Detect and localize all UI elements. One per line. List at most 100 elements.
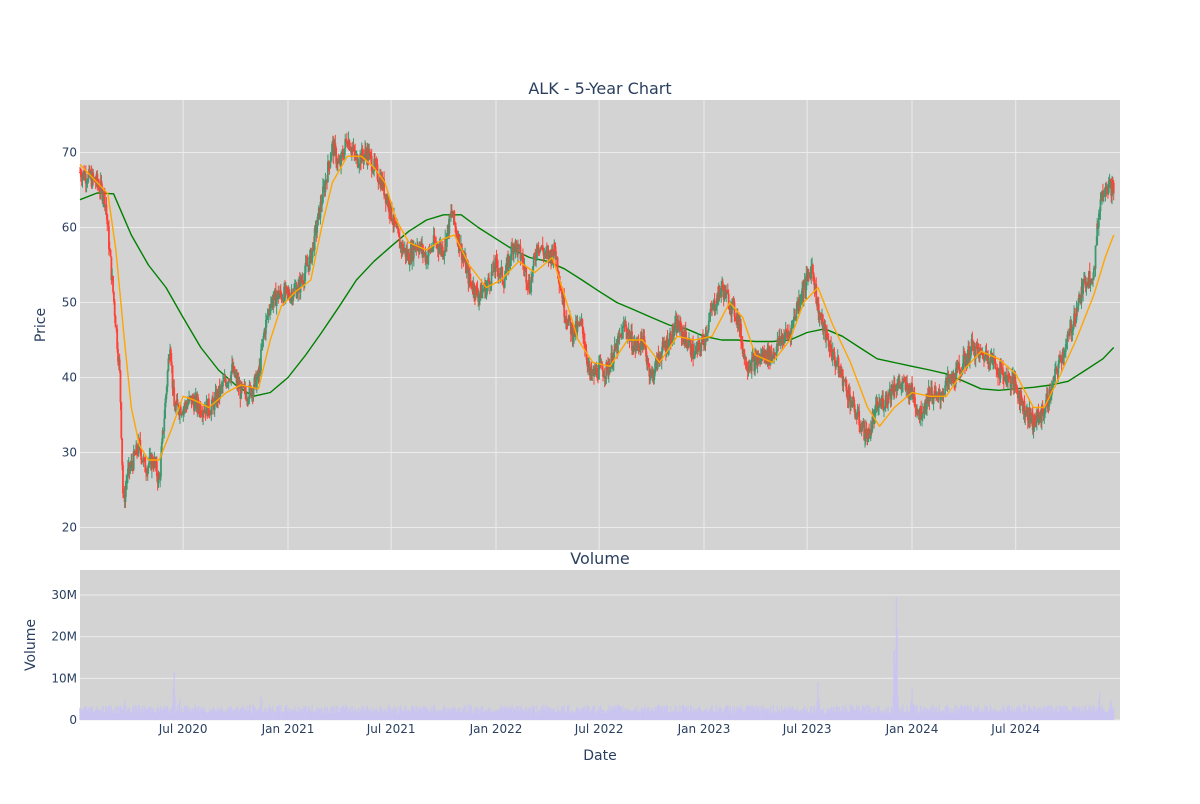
volume-bar [1027, 710, 1029, 720]
volume-bar [670, 706, 672, 720]
volume-bar [587, 706, 589, 720]
candle-body [902, 379, 904, 384]
volume-bar [859, 709, 861, 720]
candle-body [112, 276, 114, 292]
candle-body [1103, 192, 1106, 195]
candle-body [617, 335, 619, 354]
volume-bar [999, 710, 1001, 720]
volume-bar [794, 710, 796, 720]
candle-body [391, 219, 394, 224]
volume-bar [703, 711, 705, 720]
volume-bar [132, 706, 134, 720]
volume-bar [906, 705, 908, 720]
volume-bar [959, 710, 961, 720]
volume-bar [339, 707, 341, 720]
candle-body [791, 321, 794, 325]
volume-bar [276, 706, 278, 720]
candle-body [496, 259, 499, 269]
candle-body [848, 389, 851, 395]
volume-bar [908, 712, 910, 720]
candle-body [348, 140, 351, 150]
candle-body [996, 369, 999, 375]
volume-bar [766, 711, 768, 720]
volume-bar [418, 709, 420, 720]
volume-bar [875, 712, 878, 720]
volume-bar [885, 708, 887, 720]
volume-bar [895, 597, 897, 720]
volume-bar [244, 710, 246, 720]
volume-bar [117, 706, 119, 720]
volume-bar [548, 709, 550, 720]
volume-bar [853, 710, 855, 720]
volume-bar [310, 711, 312, 720]
volume-bar [864, 707, 866, 720]
volume-bar [972, 710, 974, 720]
candle-body [865, 428, 868, 439]
candle-body [1010, 384, 1013, 388]
volume-bar [105, 706, 108, 720]
volume-bar [1002, 704, 1004, 720]
volume-bar [637, 711, 639, 720]
volume-bar [705, 707, 707, 720]
candle-body [469, 273, 471, 281]
volume-bar [799, 710, 802, 720]
volume-bar [1047, 705, 1050, 720]
volume-bar [1021, 711, 1023, 720]
volume-bar [325, 713, 327, 720]
candle-body [707, 329, 709, 333]
volume-bar [606, 709, 608, 720]
volume-bar [512, 711, 514, 720]
candle-body [124, 488, 127, 502]
candle-body [745, 356, 747, 369]
candle-body [911, 383, 913, 393]
volume-bar [570, 712, 572, 720]
candle-body [236, 375, 238, 386]
candle-body [685, 338, 688, 347]
volume-bar [363, 709, 365, 720]
volume-bar [657, 706, 660, 720]
candle-body [279, 290, 282, 295]
volume-bar [595, 713, 598, 720]
volume-bar [865, 713, 867, 720]
volume-bar [541, 706, 543, 720]
volume-bar [362, 705, 365, 720]
candle-body [714, 309, 717, 311]
candle-body [166, 371, 169, 387]
candle-body [127, 468, 129, 479]
volume-bar [164, 708, 166, 720]
volume-bar [319, 707, 321, 720]
volume-bar [646, 708, 648, 720]
candle-body [146, 467, 149, 475]
candle-body [240, 383, 243, 399]
candle-body [183, 407, 186, 409]
volume-bar [1096, 707, 1098, 720]
candle-body [147, 464, 150, 468]
volume-bar [155, 712, 157, 720]
candle-body [1098, 211, 1101, 214]
volume-bar [624, 708, 626, 720]
volume-bar [312, 711, 314, 720]
candle-body [704, 333, 707, 346]
volume-bar [1007, 705, 1009, 720]
candle-body [369, 151, 371, 154]
volume-bar [202, 711, 204, 720]
volume-bar [184, 705, 186, 720]
volume-bar [134, 705, 136, 720]
volume-bar [696, 713, 698, 720]
volume-bar [572, 712, 574, 720]
candle-body [833, 351, 836, 360]
volume-bar [160, 705, 162, 720]
candle-body [720, 288, 723, 296]
volume-bar [272, 713, 274, 720]
volume-bar [323, 706, 326, 720]
volume-bar [271, 711, 273, 720]
volume-bar [886, 709, 888, 720]
volume-bar [284, 707, 286, 720]
candle-body [606, 362, 609, 365]
candle-body [542, 250, 545, 256]
candle-body [849, 394, 852, 408]
volume-bar [412, 706, 414, 720]
candle-body [442, 256, 445, 258]
volume-bar [1098, 700, 1100, 720]
volume-bar [1011, 706, 1013, 720]
